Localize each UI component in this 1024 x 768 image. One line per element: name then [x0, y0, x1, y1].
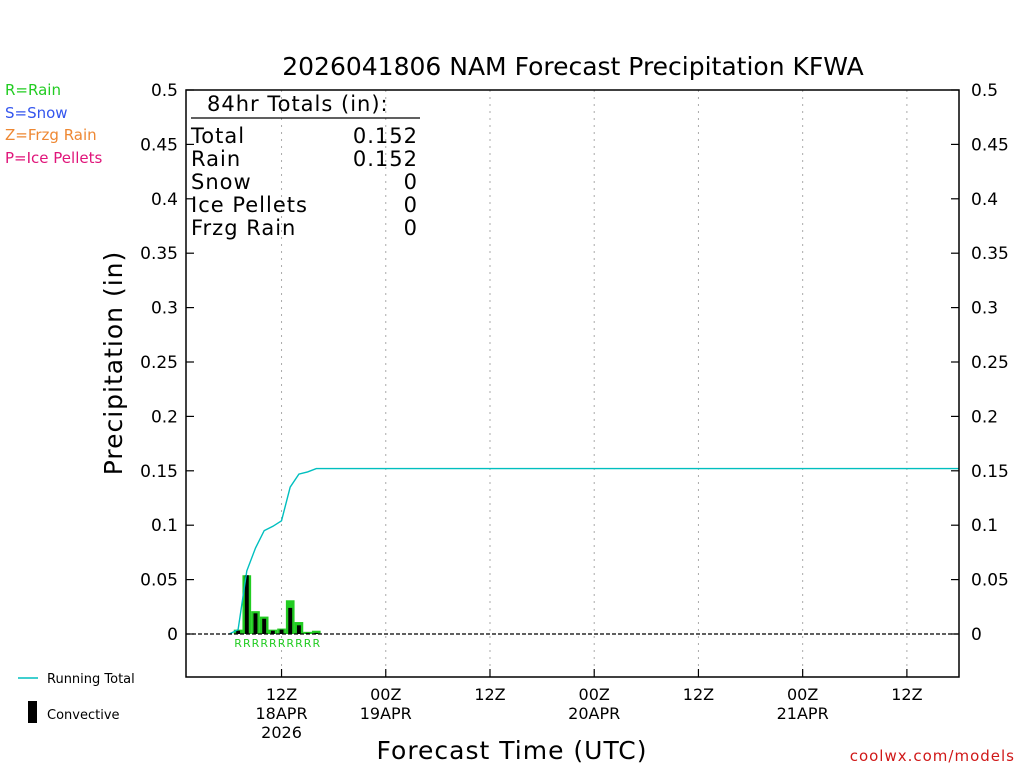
- ptype-marker: R: [260, 637, 268, 650]
- y-tick-label-left: 0.4: [151, 190, 178, 210]
- y-tick-label-left: 0.3: [151, 299, 178, 319]
- x-axis-label: Forecast Time (UTC): [377, 736, 648, 765]
- y-tick-label-left: 0.25: [140, 353, 178, 373]
- totals-label-rain: Rain: [191, 147, 241, 171]
- convective-bar: [244, 575, 249, 634]
- convective-bar: [236, 630, 241, 634]
- totals-header: 84hr Totals (in):: [207, 92, 389, 116]
- y-tick-label-right: 0.45: [971, 135, 1009, 155]
- ptype-marker: R: [286, 637, 294, 650]
- legend-ice-pellets: P=Ice Pellets: [5, 148, 103, 167]
- totals-value-snow: 0: [404, 170, 418, 194]
- totals-value-frzg-rain: 0: [404, 216, 418, 240]
- y-tick-label-left: 0.1: [151, 516, 178, 536]
- y-tick-label-left: 0.35: [140, 244, 178, 264]
- x-tick-label: 2026: [261, 723, 302, 742]
- y-tick-label-right: 0.25: [971, 353, 1009, 373]
- x-tick-label: 19APR: [360, 704, 412, 723]
- totals-label-total: Total: [190, 124, 245, 148]
- y-tick-label-left: 0.05: [140, 571, 178, 591]
- y-tick-label-right: 0.3: [971, 299, 998, 319]
- totals-label-snow: Snow: [191, 170, 252, 194]
- x-tick-label: 12Z: [266, 685, 297, 704]
- running-total-legend-label: Running Total: [47, 672, 135, 687]
- x-tick-label: 00Z: [787, 685, 818, 704]
- ptype-marker: R: [269, 637, 277, 650]
- y-tick-label-left: 0.2: [151, 407, 178, 427]
- watermark: coolwx.com/models: [850, 747, 1015, 765]
- convective-bar: [262, 618, 267, 634]
- convective-bar: [279, 629, 284, 634]
- precip-bar: [311, 630, 321, 634]
- bars: [233, 575, 321, 634]
- y-tick-label-right: 0.1: [971, 516, 998, 536]
- grid-lines: [281, 90, 908, 677]
- totals-label-frzg-rain: Frzg Rain: [191, 216, 296, 240]
- ptype-marker: R: [243, 637, 251, 650]
- x-tick-label: 18APR: [256, 704, 308, 723]
- legend-rain: R=Rain: [5, 81, 61, 99]
- convective-legend-swatch: [28, 701, 37, 723]
- x-tick-label: 00Z: [370, 685, 401, 704]
- x-tick-label: 12Z: [891, 685, 922, 704]
- plot-frame: [185, 89, 960, 678]
- x-tick-label: 12Z: [474, 685, 505, 704]
- totals-value-rain: 0.152: [353, 147, 418, 171]
- ptype-marker: R: [295, 637, 303, 650]
- x-tick-label: 12Z: [683, 685, 714, 704]
- totals-value-total: 0.152: [353, 124, 418, 148]
- ptype-marker: R: [252, 637, 260, 650]
- chart-title: 2026041806 NAM Forecast Precipitation KF…: [282, 52, 864, 81]
- legend-frzg-rain: Z=Frzg Rain: [5, 126, 97, 144]
- y-tick-label-right: 0.05: [971, 571, 1009, 591]
- convective-bar: [314, 632, 319, 634]
- x-tick-label: 20APR: [568, 704, 620, 723]
- convective-bar: [296, 625, 301, 634]
- y-axis-label: Precipitation (in): [99, 251, 128, 476]
- y-tick-label-right: 0.2: [971, 407, 998, 427]
- y-tick-label-left: 0: [167, 625, 178, 645]
- y-tick-label-right: 0.4: [971, 190, 998, 210]
- convective-bar: [253, 613, 258, 634]
- y-tick-label-right: 0.5: [971, 81, 998, 101]
- y-tick-label-left: 0.15: [140, 462, 178, 482]
- ptype-marker: R: [304, 637, 312, 650]
- ptype-marker: R: [234, 637, 242, 650]
- x-tick-label: 00Z: [579, 685, 610, 704]
- ptype-marker: R: [278, 637, 286, 650]
- running-total-line: [229, 467, 959, 635]
- convective-bar: [288, 607, 293, 634]
- totals-box: 84hr Totals (in): Total 0.152 Rain 0.152…: [190, 92, 420, 240]
- convective-legend-label: Convective: [47, 708, 120, 723]
- ptype-marker: R: [312, 637, 320, 650]
- y-tick-label-right: 0: [971, 625, 982, 645]
- y-axis-right: 0.5 0.45 0.4 0.35 0.3 0.25 0.2 0.15 0.1 0.05 0: [951, 81, 1009, 645]
- y-axis-left: 0.5 0.45 0.4 0.35 0.3 0.25 0.2 0.15 0.1 0.05 0: [140, 81, 194, 645]
- legend-snow: S=Snow: [5, 103, 68, 122]
- y-tick-label-right: 0.35: [971, 244, 1009, 264]
- totals-label-ice-pellets: Ice Pellets: [191, 193, 308, 217]
- y-tick-label-right: 0.15: [971, 462, 1009, 482]
- convective-bar: [270, 630, 275, 634]
- totals-value-ice-pellets: 0: [404, 193, 418, 217]
- y-tick-label-left: 0.45: [140, 135, 178, 155]
- y-tick-label-left: 0.5: [151, 81, 178, 101]
- x-tick-label: 21APR: [777, 704, 829, 723]
